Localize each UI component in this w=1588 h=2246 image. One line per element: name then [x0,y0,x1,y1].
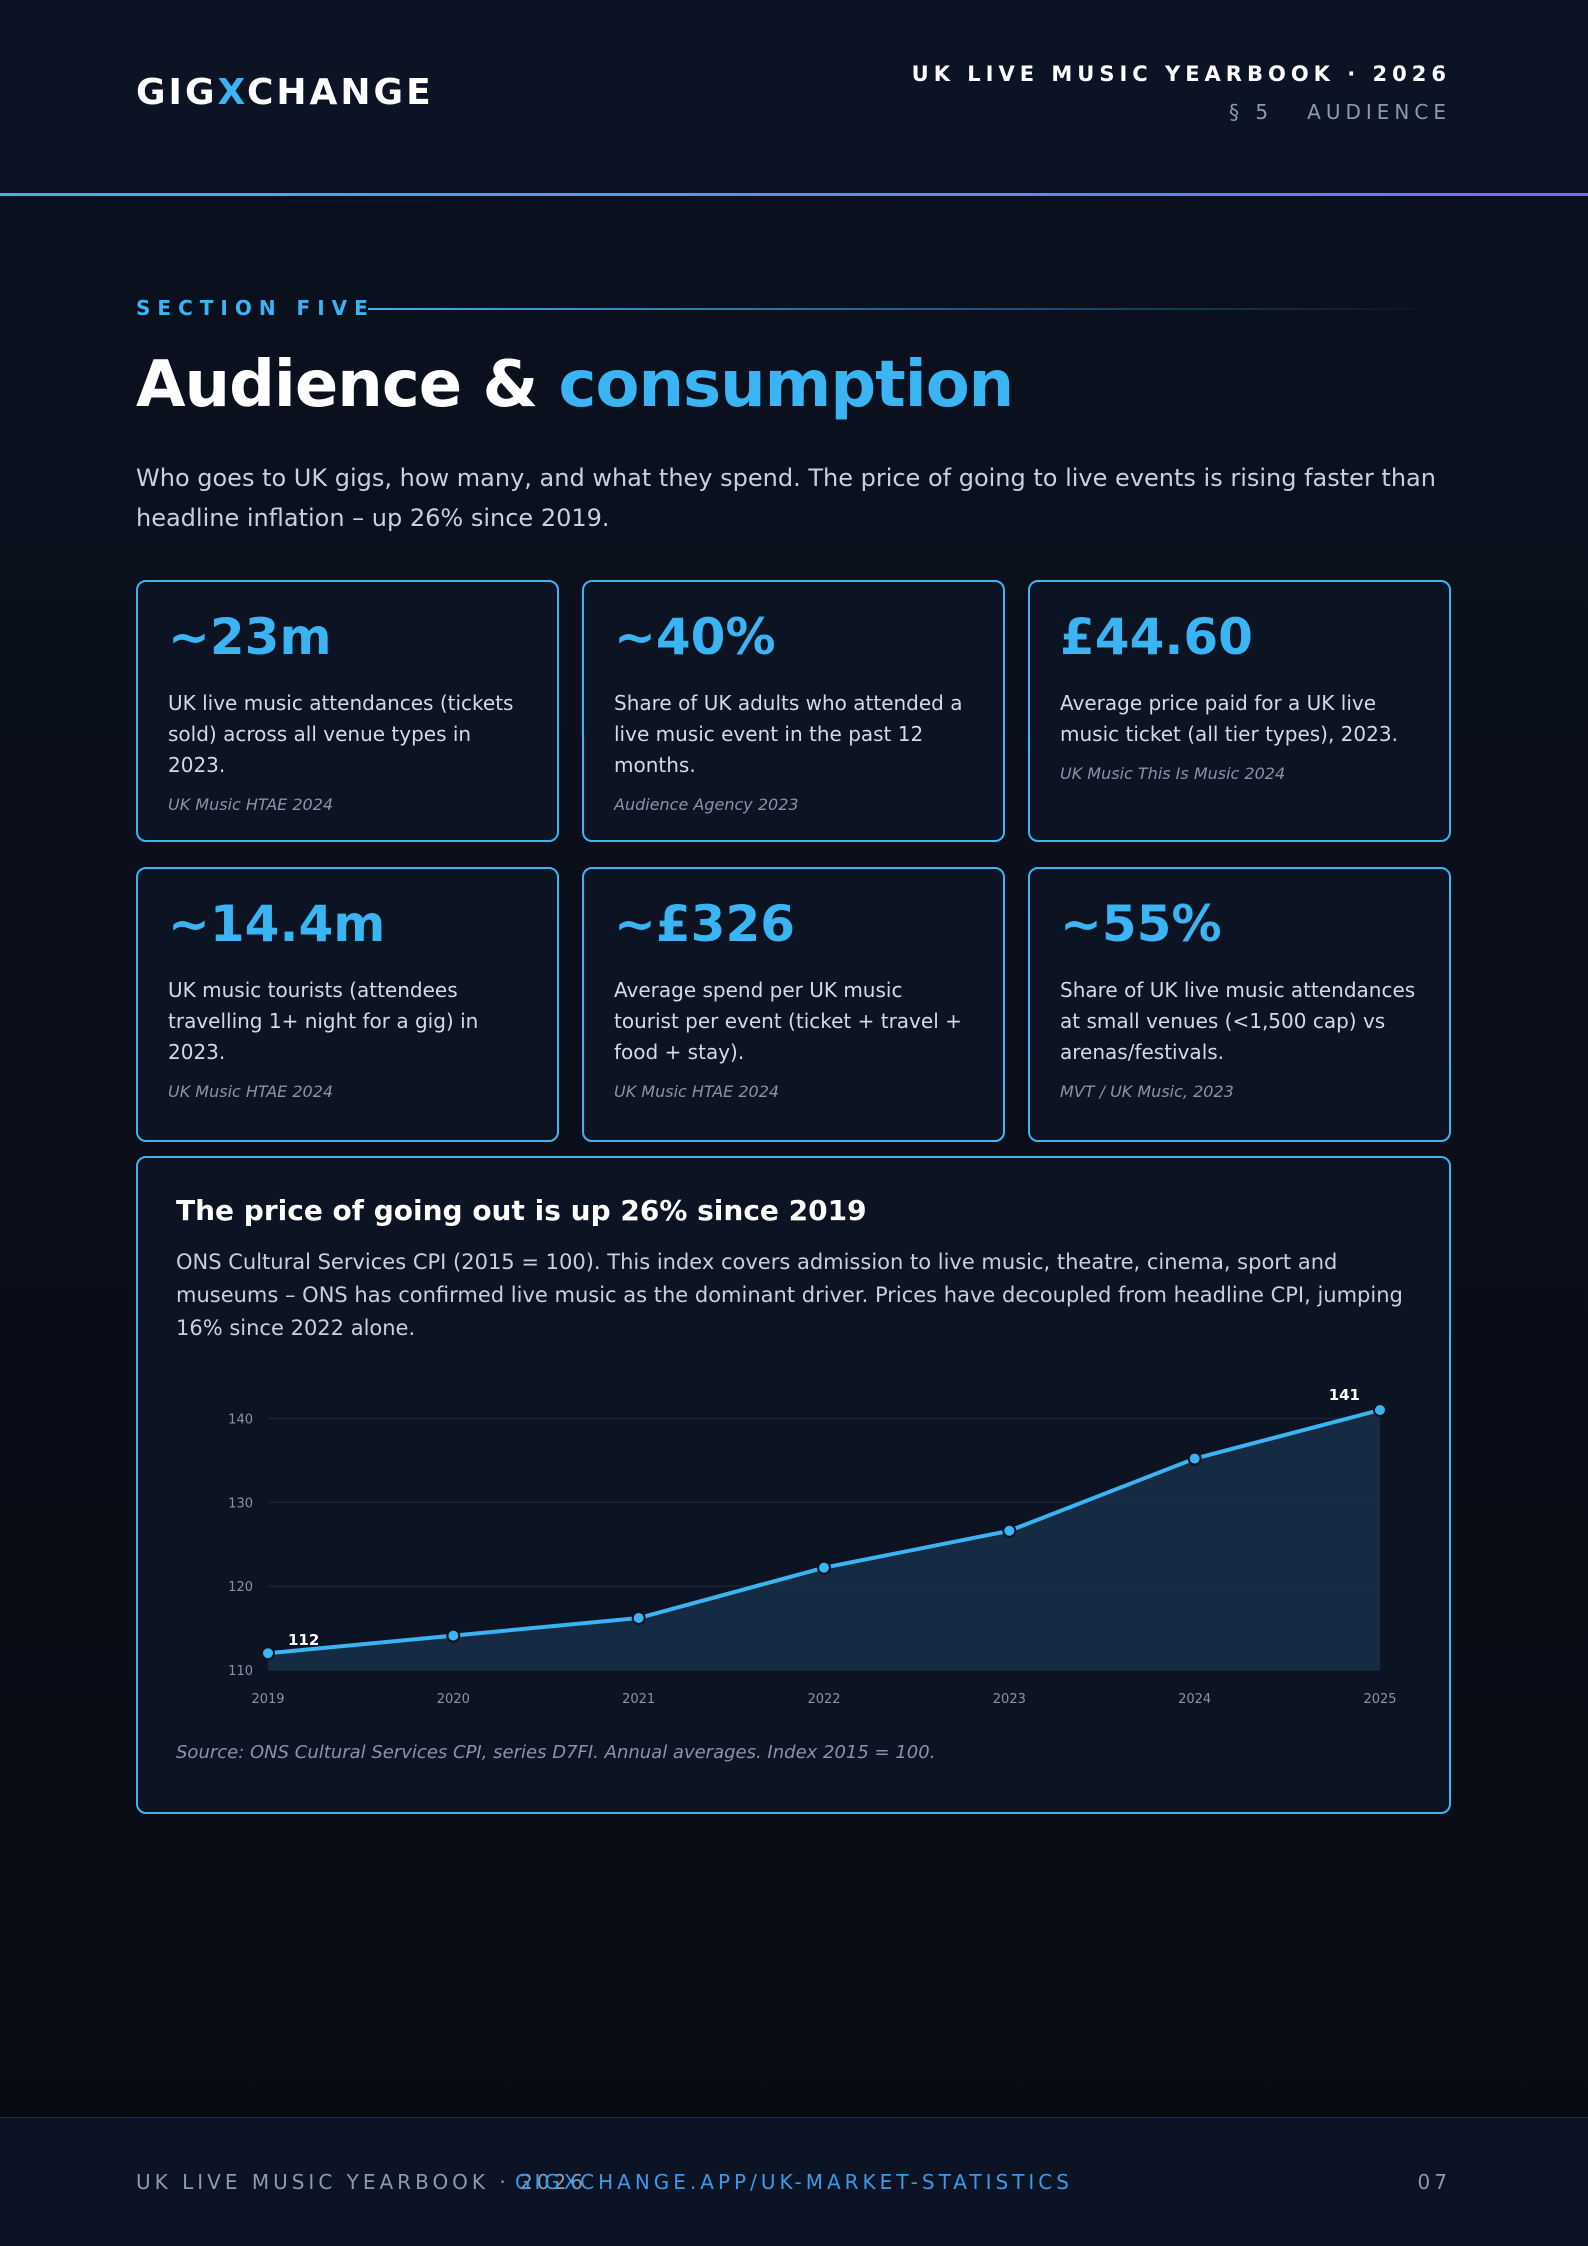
x-tick-label: 2024 [1178,1692,1211,1707]
stat-card: ~40% Share of UK adults who attended a li… [582,580,1005,842]
stat-value: ~40% [614,608,776,666]
stat-source: UK Music HTAE 2024 [614,1082,780,1101]
x-tick-label: 2019 [251,1692,284,1707]
x-tick-label: 2025 [1363,1692,1396,1707]
data-label: 141 [1329,1386,1360,1404]
x-tick-label: 2023 [993,1692,1026,1707]
title-part: Audience & [136,348,538,422]
section-title: Audience & consumption [136,348,1015,422]
title-part: consumption [558,348,1015,422]
stat-card: ~£326 Average spend per UK music tourist … [582,867,1005,1142]
stat-text: Average price paid for a UK live music t… [1060,691,1398,746]
divider [368,308,1451,310]
chart: 110 120 130 140 2019 2020 2021 2022 2023 2024 2025… [228,1386,1396,1707]
point [631,1611,646,1625]
stat-source: UK Music HTAE 2024 [168,795,334,814]
y-tick-label: 110 [228,1664,253,1679]
footer-left: UK LIVE MUSIC YEARBOOK · 2026 [136,2170,588,2194]
stat-source: UK Music This Is Music 2024 [1060,764,1286,783]
logo-part: GIG [136,72,218,113]
stat-text: Share of UK live music attendances at sm… [1060,978,1416,1064]
stat-card: ~14.4m UK music tourists (attendees trave… [136,867,559,1142]
stat-card: ~55% Share of UK live music attendances a… [1028,867,1451,1142]
stat-source: UK Music HTAE 2024 [168,1082,334,1101]
section-ref: § 5 AUDIENCE [1229,100,1451,124]
stat-value: ~14.4m [168,895,386,953]
y-tick-label: 140 [228,1412,253,1427]
point [1373,1403,1387,1417]
publication: UK LIVE MUSIC YEARBOOK · 2026 [911,62,1451,86]
stat-source: Audience Agency 2023 [614,795,799,814]
stat-text: Average spend per UK music tourist per e… [614,978,962,1064]
chart-source: Source: ONS Cultural Services CPI, serie… [176,1742,936,1763]
footer-link: GIGXCHANGE.APP/UK-MARKET-STATISTICS [515,2170,1073,2194]
y-tick-label: 120 [228,1580,253,1595]
point [1187,1451,1202,1466]
x-tick-label: 2022 [807,1692,840,1707]
chart-card: The price of going out is up 26% since 2… [136,1156,1451,1814]
stat-text: UK music tourists (attendees travelling … [168,978,479,1064]
stat-value: ~23m [168,608,332,666]
footer: UK LIVE MUSIC YEARBOOK · 2026 GIGXCHANGE… [0,2117,1588,2246]
chart-subtitle: ONS Cultural Services CPI (2015 = 100). … [176,1250,1403,1340]
y-tick-label: 130 [228,1496,253,1511]
stat-value: £44.60 [1060,608,1253,666]
stat-grid: ~23m UK live music attendances (tickets s… [136,580,1451,1142]
logo: GIGXCHANGE [136,72,434,113]
data-label: 112 [288,1631,319,1649]
stat-source: MVT / UK Music, 2023 [1060,1082,1234,1101]
point [261,1646,275,1661]
header: GIGXCHANGE UK LIVE MUSIC YEARBOOK · 2026… [0,0,1588,196]
x-tick-label: 2021 [622,1692,655,1707]
area [268,1410,1380,1670]
point [817,1560,831,1575]
stat-card: £44.60 Average price paid for a UK live m… [1028,580,1451,842]
chart-title: The price of going out is up 26% since 2… [176,1194,867,1227]
stat-text: Share of UK adults who attended a live m… [614,691,963,777]
intro: Who goes to UK gigs, how many, and what … [136,464,1436,532]
point [1002,1523,1017,1538]
stat-value: ~£326 [614,895,796,953]
stat-text: UK live music attendances (tickets sold)… [168,691,514,777]
x-tick-label: 2020 [437,1692,470,1707]
page-number: 07 [1417,2170,1451,2194]
point [446,1628,461,1643]
stat-card: ~23m UK live music attendances (tickets s… [136,580,559,842]
logo-part: CHANGE [246,72,434,113]
logo-part: X [217,72,247,113]
section-label: SECTION FIVE [136,296,375,320]
stat-value: ~55% [1060,895,1222,953]
